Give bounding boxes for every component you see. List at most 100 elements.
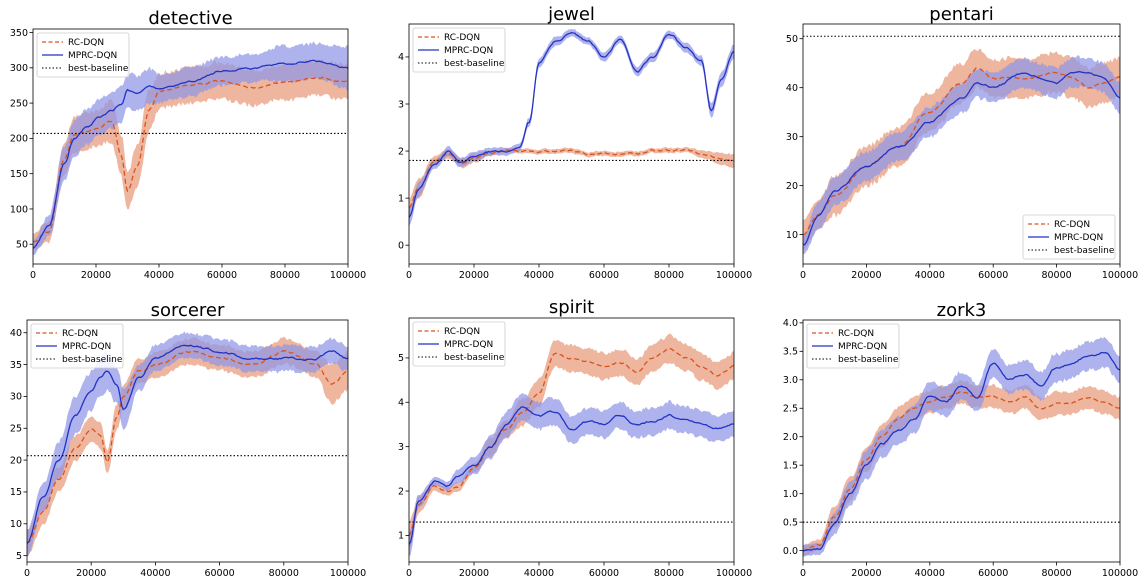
axes-frame [26, 319, 349, 563]
y-tick-label: 4 [398, 398, 404, 409]
y-tick-label: 3.5 [783, 347, 798, 358]
x-tick-label: 100000 [716, 568, 752, 577]
plot-area [409, 28, 734, 227]
legend-label: RC-DQN [1054, 220, 1090, 230]
panel-zork3: zork3 0 20000 40000 60000 80000 100000 0.0 0.5 1.… [783, 300, 1138, 577]
legend-box [806, 323, 900, 369]
panel-jewel: jewel 0 20000 40000 60000 80000 100000 0 1 2 3 4 RC-… [398, 4, 752, 281]
x-tick-label: 80000 [270, 270, 300, 281]
series-band-RC-DQN [803, 379, 1120, 557]
legend-label: MPRC-DQN [68, 51, 117, 61]
legend: RC-DQN MPRC-DQN best-baseline [806, 323, 900, 369]
legend-label: best-baseline [68, 64, 129, 74]
axes-frame [802, 23, 1121, 265]
legend-label: MPRC-DQN [62, 342, 111, 352]
chart-title: detective [148, 8, 232, 29]
x-tick-label: 60000 [589, 270, 619, 281]
x-tick-label: 40000 [524, 568, 554, 577]
x-tick-label: 0 [406, 568, 412, 577]
y-tick-label: 3 [398, 442, 404, 453]
y-tick-label: 1.5 [783, 461, 798, 472]
axes-frame [408, 23, 735, 265]
y-tick-label: 3 [398, 99, 404, 110]
legend-box [30, 323, 124, 369]
y-tick-label: 30 [786, 132, 798, 143]
axes-frame [32, 28, 349, 265]
panel-sorcerer: sorcerer 0 20000 40000 60000 80000 100000 5 10 15… [10, 300, 366, 577]
y-tick-label: 2 [398, 146, 404, 157]
chart-title: jewel [547, 4, 595, 25]
y-tick-label: 100 [10, 204, 28, 215]
legend-label: best-baseline [1054, 246, 1115, 256]
y-tick-label: 20 [10, 455, 22, 466]
legend-label: RC-DQN [444, 33, 480, 43]
plot-area [27, 331, 348, 558]
series-band-RC-DQN [409, 146, 734, 217]
x-tick-label: 40000 [140, 568, 170, 577]
legend-label: best-baseline [838, 355, 899, 365]
series-band-MPRC-DQN [409, 393, 734, 557]
legend: RC-DQN MPRC-DQN best-baseline [412, 27, 506, 73]
x-tick-label: 80000 [654, 270, 684, 281]
legend-label: MPRC-DQN [1054, 233, 1103, 243]
x-tick-label: 0 [24, 568, 30, 577]
x-tick-label: 100000 [1102, 270, 1138, 281]
legend-box [1022, 214, 1116, 260]
x-tick-label: 60000 [978, 270, 1008, 281]
legend-label: best-baseline [62, 355, 123, 365]
x-tick-label: 100000 [716, 270, 752, 281]
x-tick-label: 20000 [76, 568, 106, 577]
x-tick-label: 80000 [1041, 568, 1071, 577]
legend-label: MPRC-DQN [444, 46, 493, 56]
y-tick-label: 30 [10, 392, 22, 403]
x-tick-label: 20000 [459, 568, 489, 577]
y-tick-label: 1 [398, 193, 404, 204]
plot-area [803, 336, 1120, 557]
legend-label: best-baseline [444, 353, 505, 363]
y-tick-label: 300 [10, 63, 28, 74]
x-tick-label: 80000 [269, 568, 299, 577]
plot-area [803, 35, 1120, 255]
series-band-MPRC-DQN [803, 336, 1120, 557]
legend: RC-DQN MPRC-DQN best-baseline [36, 32, 130, 78]
y-tick-label: 50 [786, 34, 798, 45]
y-tick-label: 5 [16, 551, 22, 562]
y-tick-label: 1.0 [783, 489, 798, 500]
legend-box [412, 321, 506, 367]
y-tick-label: 20 [786, 181, 798, 192]
y-tick-label: 2.0 [783, 432, 798, 443]
x-tick-label: 40000 [915, 270, 945, 281]
series-band-MPRC-DQN [803, 55, 1120, 255]
x-tick-label: 20000 [851, 568, 881, 577]
series-line-MPRC-DQN [409, 31, 734, 218]
x-tick-label: 80000 [654, 568, 684, 577]
x-tick-label: 20000 [851, 270, 881, 281]
legend-label: RC-DQN [68, 38, 104, 48]
series-line-MPRC-DQN [803, 70, 1120, 246]
y-tick-label: 150 [10, 169, 28, 180]
x-tick-label: 0 [800, 568, 806, 577]
x-tick-label: 0 [30, 270, 36, 281]
y-tick-label: 0 [398, 240, 404, 251]
chart-title: sorcerer [151, 300, 225, 321]
series-line-MPRC-DQN [33, 59, 348, 249]
y-tick-label: 15 [10, 487, 22, 498]
series-line-MPRC-DQN [803, 351, 1120, 552]
x-tick-label: 60000 [589, 568, 619, 577]
y-tick-label: 40 [786, 83, 798, 94]
y-tick-label: 1 [398, 531, 404, 542]
y-tick-label: 200 [10, 134, 28, 145]
x-tick-label: 40000 [915, 568, 945, 577]
series-line-MPRC-DQN [409, 406, 734, 545]
series-band-MPRC-DQN [33, 41, 348, 256]
y-tick-label: 2.5 [783, 404, 798, 415]
legend-label: best-baseline [444, 59, 505, 69]
legend-label: MPRC-DQN [838, 342, 887, 352]
series-line-RC-DQN [803, 67, 1120, 236]
x-tick-label: 100000 [330, 270, 366, 281]
y-tick-label: 40 [10, 328, 22, 339]
x-tick-label: 0 [800, 270, 806, 281]
legend-box [412, 27, 506, 73]
series-line-RC-DQN [409, 347, 734, 537]
series-line-RC-DQN [409, 148, 734, 209]
